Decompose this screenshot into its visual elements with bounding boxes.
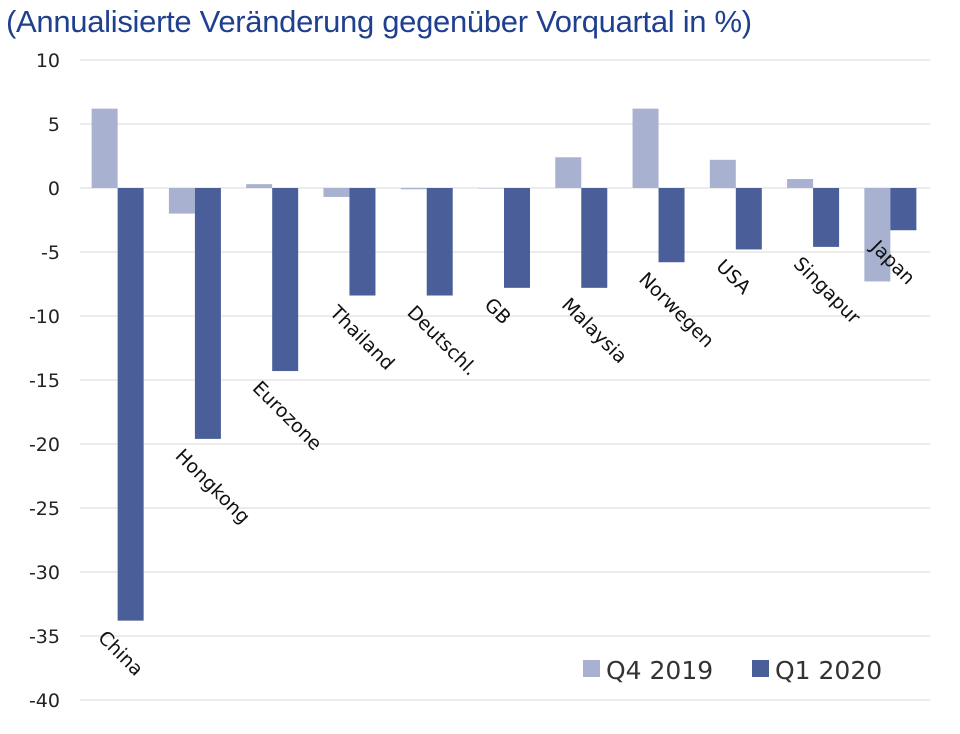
bar-q4-2019-malaysia xyxy=(555,157,582,188)
bar-q1-2020-china xyxy=(117,188,144,621)
y-tick-label: -40 xyxy=(29,690,60,712)
bar-q1-2020-usa xyxy=(735,188,762,250)
x-category-label: Malaysia xyxy=(557,294,631,368)
legend-label: Q1 2020 xyxy=(775,656,882,685)
x-category-label: Hongkong xyxy=(171,445,254,528)
bar-q1-2020-thailand xyxy=(349,188,376,296)
y-tick-label: -30 xyxy=(29,562,60,584)
chart-subtitle: (Annualisierte Veränderung gegenüber Vor… xyxy=(6,4,752,39)
bar-q1-2020-eurozone xyxy=(272,188,299,372)
x-category-label: Deutschl. xyxy=(403,301,482,380)
bar-q4-2019-usa xyxy=(709,159,736,188)
bar-q1-2020-singapur xyxy=(813,188,840,247)
bar-q4-2019-japan xyxy=(864,188,891,282)
bar-q4-2019-gb xyxy=(478,188,504,189)
legend-swatch xyxy=(752,660,769,677)
x-category-label: Eurozone xyxy=(248,377,326,455)
bar-q4-2019-norwegen xyxy=(632,108,659,188)
x-category-label: GB xyxy=(480,294,515,329)
bar-q4-2019-thailand xyxy=(323,188,350,197)
x-category-label: Thailand xyxy=(325,301,399,375)
y-tick-label: -25 xyxy=(29,498,60,520)
bar-q4-2019-deutschl xyxy=(400,188,427,190)
bar-q1-2020-malaysia xyxy=(581,188,608,288)
y-tick-label: -35 xyxy=(29,626,60,648)
bar-q1-2020-japan xyxy=(890,188,917,231)
bar-q4-2019-hongkong xyxy=(168,188,195,214)
bar-q4-2019-singapur xyxy=(787,179,814,188)
y-tick-label: -15 xyxy=(29,370,60,392)
x-category-label: China xyxy=(93,627,147,681)
x-category-label: USA xyxy=(712,255,755,298)
bar-q4-2019-eurozone xyxy=(246,184,273,188)
bar-q1-2020-hongkong xyxy=(194,188,221,439)
legend-swatch xyxy=(583,660,600,677)
y-tick-label: -20 xyxy=(29,434,60,456)
x-category-label: Singapur xyxy=(789,253,865,329)
y-tick-label: 5 xyxy=(48,114,60,136)
bar-q4-2019-china xyxy=(91,108,118,188)
y-tick-label: 0 xyxy=(48,178,60,200)
bar-q1-2020-norwegen xyxy=(658,188,685,263)
x-category-label: Norwegen xyxy=(634,268,718,352)
bar-q1-2020-deutschl xyxy=(426,188,453,296)
bar-q1-2020-gb xyxy=(504,188,530,288)
y-tick-label: -10 xyxy=(29,306,60,328)
y-tick-label: 10 xyxy=(36,50,60,72)
y-tick-label: -5 xyxy=(41,242,60,264)
legend-label: Q4 2019 xyxy=(606,656,713,685)
